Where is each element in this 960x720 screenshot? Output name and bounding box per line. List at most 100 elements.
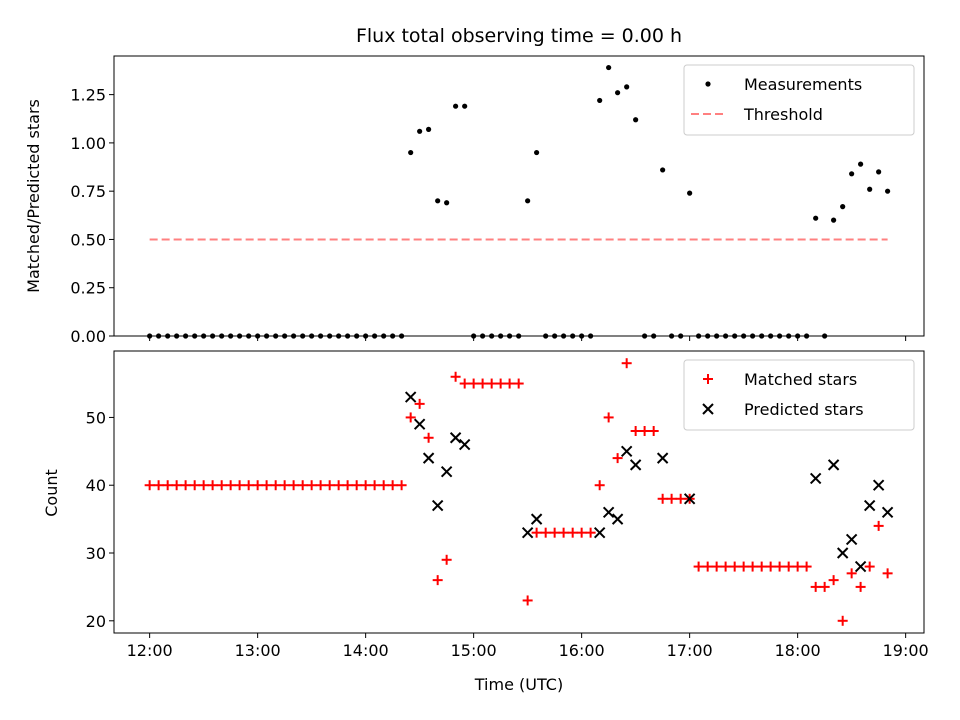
predicted-stars-point-b	[854, 560, 867, 573]
measurements-point	[408, 149, 414, 156]
measurements-point	[885, 188, 891, 194]
matched-stars-point	[387, 480, 398, 491]
matched-stars-point	[792, 561, 803, 572]
predicted-stars-point	[458, 438, 471, 451]
predicted-stars-point-b	[440, 465, 453, 478]
measurements-point	[426, 126, 432, 132]
matched-stars-point	[603, 412, 614, 423]
legend-matched-stars-label: Matched stars	[744, 370, 857, 389]
predicted-stars-point	[431, 499, 444, 512]
matched-stars-point	[882, 568, 893, 579]
predicted-stars-point	[881, 506, 894, 519]
chart-title: Flux total observing time = 0.00 h	[356, 25, 682, 47]
measurements-point	[606, 64, 612, 71]
predicted-stars-point	[440, 465, 453, 478]
bottom-panel-ylabel: Count	[42, 469, 61, 517]
predicted-stars-point-b	[611, 513, 624, 525]
measurements-point	[633, 117, 639, 123]
predicted-stars-point	[854, 560, 867, 573]
matched-stars-point	[225, 480, 236, 491]
measurements-point	[462, 103, 468, 109]
predicted-stars-point	[809, 472, 822, 485]
matched-stars-point	[171, 480, 182, 491]
legend-predicted-stars-label: Predicted stars	[744, 400, 864, 419]
measurements-point	[660, 167, 666, 173]
measurements-point	[624, 84, 630, 90]
predicted-stars-point	[872, 479, 885, 491]
predicted-stars-point-b	[809, 472, 822, 485]
predicted-stars-point-b	[620, 445, 633, 458]
predicted-stars-point	[863, 499, 876, 512]
top-panel-marks	[147, 64, 891, 339]
matched-stars-point	[810, 581, 821, 592]
y-tick-label: 0.00	[70, 327, 106, 346]
legend-threshold-label: Threshold	[743, 105, 823, 124]
bottom-panel-legend: Matched stars Predicted stars	[683, 359, 915, 431]
matched-stars-point	[207, 480, 218, 491]
matched-stars-point	[774, 561, 785, 572]
legend-matched-stars-swatch	[703, 374, 713, 384]
matched-stars-point	[630, 425, 641, 436]
matched-stars-point	[729, 561, 740, 572]
matched-stars-point	[405, 412, 416, 423]
predicted-stars-point-b	[449, 432, 462, 444]
matched-stars-point	[198, 480, 209, 491]
predicted-stars-point	[611, 513, 624, 525]
predicted-stars-point	[827, 459, 840, 471]
x-tick-label: 12:00	[127, 641, 173, 660]
top-panel-ylabel: Matched/Predicted stars	[24, 99, 43, 293]
measurements-point	[876, 169, 882, 175]
matched-stars-point	[765, 561, 776, 572]
legend-measurements-swatch	[705, 81, 711, 87]
predicted-stars-point-b	[881, 506, 894, 519]
matched-stars-point	[414, 398, 425, 409]
predicted-stars-point	[422, 452, 435, 464]
matched-stars-point	[450, 371, 461, 382]
matched-stars-point	[504, 378, 515, 389]
matched-stars-point	[288, 480, 299, 491]
bottom-panel: 12:00 13:00 14:00 15:00 16:00 17:00 18:00 19:00…	[42, 350, 929, 694]
matched-stars-point	[333, 480, 344, 491]
matched-stars-point	[234, 480, 245, 491]
matched-stars-point	[468, 378, 479, 389]
predicted-stars-point-b	[593, 526, 606, 539]
measurements-point	[417, 128, 423, 134]
matched-stars-point	[522, 595, 533, 606]
matched-stars-point	[648, 425, 659, 436]
matched-stars-point	[180, 480, 191, 491]
predicted-stars-point	[593, 526, 606, 539]
legend-predicted-stars-swatch	[702, 403, 714, 415]
matched-stars-point	[747, 561, 758, 572]
matched-stars-point	[837, 615, 848, 626]
predicted-stars-point-b	[602, 506, 615, 519]
legend-measurements-label: Measurements	[744, 75, 862, 94]
top-panel-ticks: 0.00 0.25 0.50 0.75 1.00 1.25	[70, 86, 907, 346]
measurements-point	[858, 161, 864, 167]
top-panel-legend: Measurements Threshold	[683, 64, 915, 136]
matched-stars-point	[270, 480, 281, 491]
y-tick-label: 50	[86, 408, 106, 427]
matched-stars-point	[477, 378, 488, 389]
matched-stars-point	[459, 378, 470, 389]
matched-stars-point	[342, 480, 353, 491]
predicted-stars-point	[629, 459, 642, 471]
matched-stars-point	[144, 480, 155, 491]
measurements-point	[849, 171, 855, 177]
x-tick-label: 14:00	[343, 641, 389, 660]
matched-stars-point	[846, 568, 857, 579]
matched-stars-point	[783, 561, 794, 572]
matched-stars-point	[162, 480, 173, 491]
matched-stars-point	[702, 561, 713, 572]
predicted-stars-point	[404, 391, 417, 403]
predicted-stars-point-b	[629, 459, 642, 471]
matched-stars-point	[657, 493, 668, 504]
predicted-stars-point	[845, 533, 858, 546]
matched-stars-point	[531, 527, 542, 538]
measurements-point	[534, 149, 540, 156]
predicted-stars-point	[683, 493, 696, 505]
matched-stars-point	[396, 480, 407, 491]
legend-box	[683, 64, 915, 136]
matched-stars-point	[585, 527, 596, 538]
matched-stars-point	[675, 493, 686, 504]
